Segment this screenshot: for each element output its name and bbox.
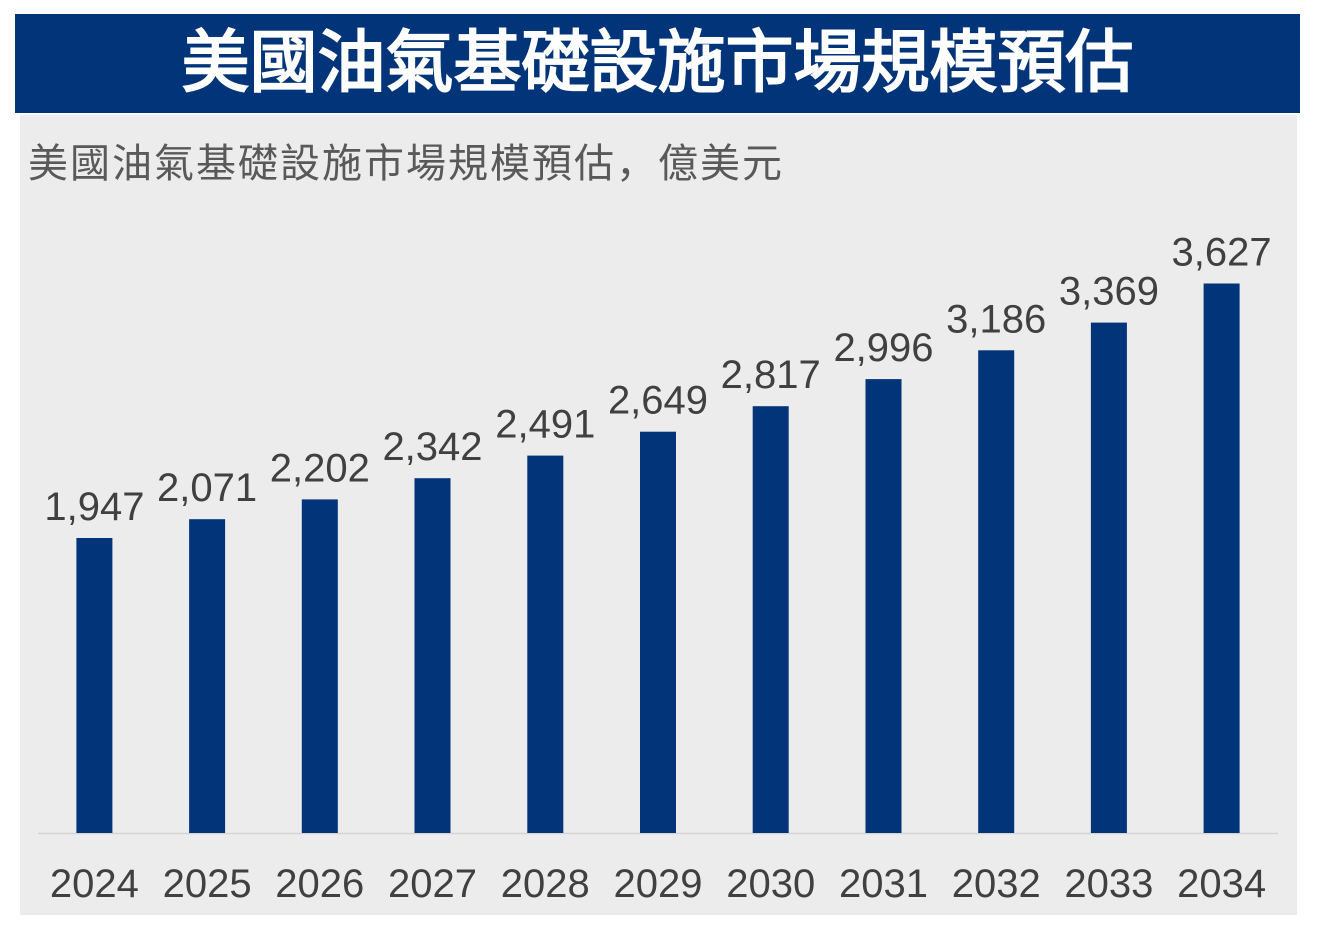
chart-subtitle: 美國油氣基礎設施市場規模預估，億美元 [28,142,784,186]
chart-title-banner: 美國油氣基礎設施市場規模預估 [15,14,1300,113]
x-tick-label-2031: 2031 [839,862,928,906]
x-tick-label-2029: 2029 [614,862,703,906]
bar-2034 [1203,283,1240,833]
bar-2029 [640,431,676,833]
data-label-2033: 3,369 [1059,270,1159,314]
bar-2025 [189,519,226,833]
x-tick-label-2024: 2024 [50,862,139,906]
data-label-2032: 3,186 [946,297,1046,341]
data-label-2027: 2,342 [382,425,482,469]
data-label-2029: 2,649 [608,379,708,423]
bar-2030 [752,406,789,833]
data-label-2026: 2,202 [270,446,370,490]
bar-2028 [527,455,564,833]
data-label-2028: 2,491 [495,403,595,447]
data-label-2034: 3,627 [1172,231,1272,275]
data-label-2031: 2,996 [833,326,933,370]
data-label-2030: 2,817 [721,353,821,397]
x-tick-label-2027: 2027 [388,862,477,906]
bar-2031 [865,379,902,833]
x-tick-label-2033: 2033 [1064,862,1153,906]
bar-2027 [414,478,451,833]
bar-2026 [301,499,338,833]
x-tick-label-2032: 2032 [952,862,1041,906]
x-tick-label-2028: 2028 [501,862,590,906]
data-label-2025: 2,071 [157,466,257,510]
bar-2033 [1090,322,1127,833]
chart-title: 美國油氣基礎設施市場規模預估 [181,25,1134,101]
bar-chart-plot: 1,947 2024 2,071 2025 2,202 2026 2,342 2027 2,49… [38,231,1278,906]
x-tick-label-2026: 2026 [275,862,364,906]
x-tick-label-2025: 2025 [163,862,252,906]
x-tick-label-2034: 2034 [1177,862,1266,906]
data-label-2024: 1,947 [44,485,144,529]
x-tick-label-2030: 2030 [726,862,815,906]
bar-2032 [978,350,1015,833]
chart-panel: 美國油氣基礎設施市場規模預估，億美元 1,947 2024 2,071 2025 2,2… [20,115,1297,915]
bar-2024 [76,538,113,833]
